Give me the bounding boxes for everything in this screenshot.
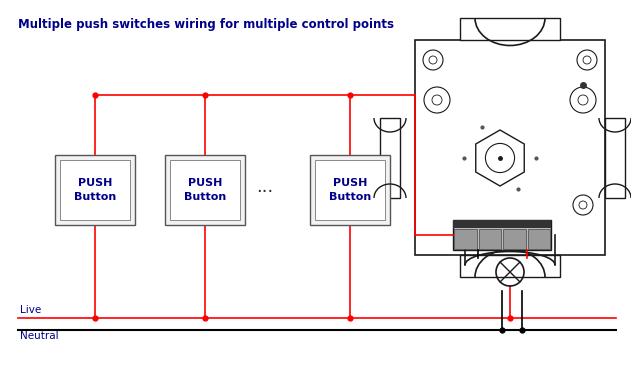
Text: Live: Live (20, 305, 41, 315)
Bar (454, 229, 476, 249)
Bar (503, 229, 526, 249)
Bar (415, 40, 605, 255)
Text: PUSH
Button: PUSH Button (184, 178, 226, 202)
Text: Neutral: Neutral (20, 331, 59, 341)
Bar (165, 155, 245, 225)
Polygon shape (476, 130, 524, 186)
Bar (605, 118, 625, 198)
Bar (460, 18, 560, 40)
Bar (170, 160, 240, 220)
Bar (453, 220, 551, 228)
Bar (55, 155, 135, 225)
Bar (60, 160, 130, 220)
Bar (380, 118, 400, 198)
Bar (478, 229, 501, 249)
Text: PUSH
Button: PUSH Button (74, 178, 116, 202)
Text: ···: ··· (256, 183, 274, 201)
Bar (460, 255, 560, 277)
Bar (453, 220, 551, 250)
Bar (315, 160, 385, 220)
Bar (310, 155, 390, 225)
Text: Multiple push switches wiring for multiple control points: Multiple push switches wiring for multip… (18, 18, 394, 31)
Text: PUSH
Button: PUSH Button (329, 178, 371, 202)
Bar (528, 229, 550, 249)
